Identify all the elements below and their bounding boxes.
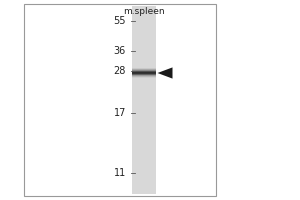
FancyBboxPatch shape xyxy=(132,73,156,74)
Text: 36: 36 xyxy=(114,46,126,56)
Text: 28: 28 xyxy=(114,66,126,76)
FancyBboxPatch shape xyxy=(132,68,156,69)
FancyBboxPatch shape xyxy=(132,77,156,78)
Text: m.spleen: m.spleen xyxy=(123,7,165,16)
Text: 11: 11 xyxy=(114,168,126,178)
FancyBboxPatch shape xyxy=(132,75,156,76)
FancyBboxPatch shape xyxy=(132,71,156,72)
FancyBboxPatch shape xyxy=(132,72,156,73)
FancyBboxPatch shape xyxy=(132,76,156,77)
FancyBboxPatch shape xyxy=(132,70,156,71)
Polygon shape xyxy=(158,67,172,79)
FancyBboxPatch shape xyxy=(132,74,156,75)
FancyBboxPatch shape xyxy=(132,6,156,194)
FancyBboxPatch shape xyxy=(132,69,156,70)
Text: 17: 17 xyxy=(114,108,126,118)
Text: 55: 55 xyxy=(113,16,126,26)
